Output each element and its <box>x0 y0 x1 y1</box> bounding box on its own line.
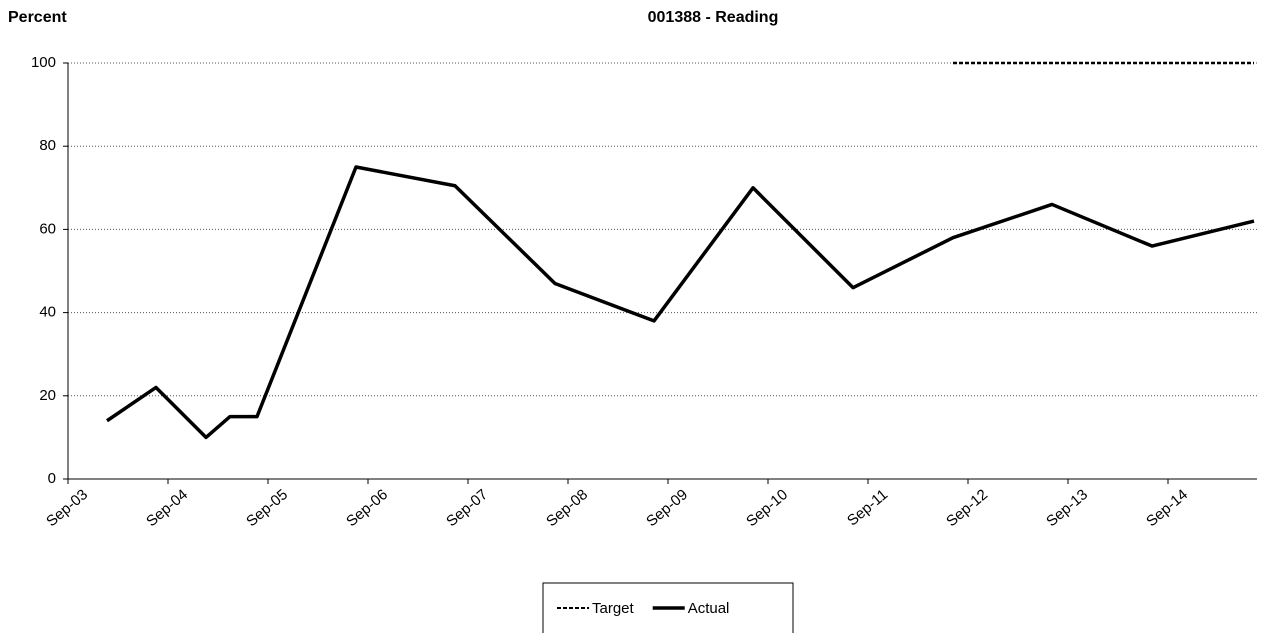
x-tick-label: Sep-14 <box>1143 486 1191 530</box>
y-tick-label: 0 <box>48 470 56 487</box>
x-tick-label: Sep-03 <box>43 486 91 530</box>
y-tick-label: 60 <box>39 220 56 237</box>
series-line <box>106 165 1255 440</box>
x-tick-label: Sep-06 <box>343 486 391 530</box>
x-tick-label: Sep-07 <box>443 486 491 530</box>
x-tick-label: Sep-09 <box>643 486 691 530</box>
x-tick-label: Sep-10 <box>743 486 791 530</box>
x-tick-label: Sep-08 <box>543 486 591 530</box>
x-tick-label: Sep-04 <box>143 486 191 530</box>
chart-title: 001388 - Reading <box>648 9 779 26</box>
x-tick-label: Sep-05 <box>243 486 291 530</box>
x-tick-label: Sep-11 <box>844 486 891 529</box>
y-tick-label: 100 <box>31 54 56 71</box>
y-axis-label: Percent <box>8 9 67 26</box>
y-tick-label: 40 <box>39 304 56 321</box>
legend-label: Actual <box>688 600 730 617</box>
legend-label: Target <box>592 600 635 617</box>
x-tick-label: Sep-12 <box>943 486 991 530</box>
y-tick-label: 80 <box>39 137 56 154</box>
y-tick-label: 20 <box>39 387 56 404</box>
x-tick-label: Sep-13 <box>1043 486 1091 530</box>
